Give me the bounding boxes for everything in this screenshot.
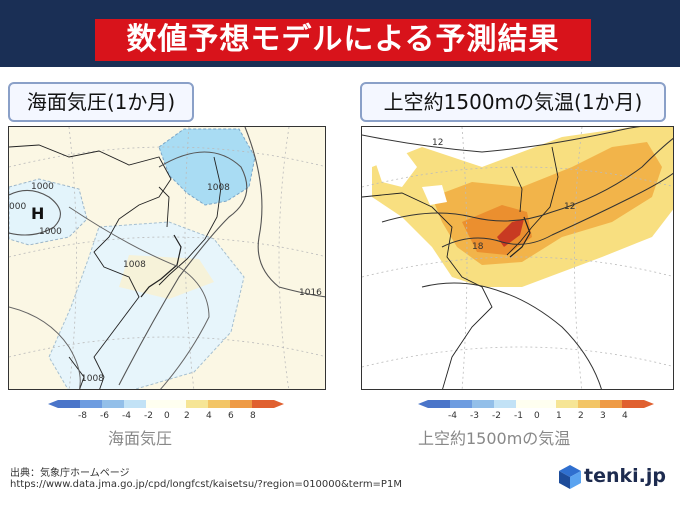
colorbar-tick: 0 <box>164 411 170 420</box>
contour-label: 1000 <box>31 182 54 192</box>
right-panel-label: 上空約1500mの気温(1か月) <box>360 82 666 122</box>
japan-coastline <box>140 234 182 298</box>
very-strong-positive-anomaly-area <box>497 219 524 247</box>
contour-label: 1008 <box>207 183 230 193</box>
colorbar-tick: 3 <box>600 411 606 420</box>
contour-label: 1008 <box>81 374 104 384</box>
colorbar-tick: 8 <box>250 411 256 420</box>
contour-label: 1000 <box>39 227 62 237</box>
contour-label: 12 <box>564 202 575 212</box>
contour-label: 18 <box>472 242 484 252</box>
kamchatka-kuril-coastline <box>158 156 222 286</box>
high-pressure-marker: H <box>31 204 44 223</box>
colorbar-tick: -4 <box>122 411 131 420</box>
weak-negative-anomaly-area <box>9 178 88 246</box>
isotherm <box>421 282 602 389</box>
colorbar-tick: 2 <box>578 411 584 420</box>
isobar-1000 <box>9 189 61 236</box>
temperature-850hpa-map: 12 12 18 <box>361 126 674 390</box>
strong-positive-anomaly-area <box>462 205 532 255</box>
colorbar-tick: -2 <box>144 411 153 420</box>
isobar-1008 <box>118 151 248 386</box>
colorbar-tick: -2 <box>492 411 501 420</box>
colorbar-tick: -6 <box>100 411 109 420</box>
tenki-cube-icon <box>559 465 581 489</box>
colorbar-tick: -1 <box>514 411 523 420</box>
colorbar-tick: 4 <box>622 411 628 420</box>
negative-anomaly-area <box>158 128 256 206</box>
contour-label: 000 <box>9 202 26 212</box>
asia-coastline <box>362 192 493 389</box>
contour-label: 12 <box>432 138 443 148</box>
isobar-1008 <box>9 306 81 389</box>
page-title: 数値予想モデルによる予測結果 <box>95 19 591 61</box>
colorbar-tick: 2 <box>184 411 190 420</box>
temperature-colorbar: -4 -3 -2 -1 0 1 2 3 4 <box>418 400 654 421</box>
contour-label: 1016 <box>299 288 322 298</box>
contour-label: 1008 <box>123 260 146 270</box>
colorbar-title: 上空約1500mの気温 <box>418 429 571 448</box>
colorbar-tick: 4 <box>206 411 212 420</box>
logo-text: tenki.jp <box>584 465 666 487</box>
sakhalin-coastline <box>511 166 523 213</box>
sea-level-pressure-colorbar: -8 -6 -4 -2 0 2 4 6 8 <box>48 400 284 421</box>
sea-level-pressure-map: 1000 000 1000 1008 1008 1016 1008 H <box>8 126 326 390</box>
colorbar-tick: 1 <box>556 411 562 420</box>
colorbar-tick: 6 <box>228 411 234 420</box>
source-url[interactable]: https://www.data.jma.go.jp/cpd/longfcst/… <box>10 479 402 490</box>
colorbar-tick: -8 <box>78 411 87 420</box>
isobar-1008 <box>68 206 210 389</box>
colorbar-tick: -3 <box>470 411 479 420</box>
source-label: 出典：気象庁ホームページ <box>10 468 130 479</box>
colorbar-tick: 0 <box>534 411 540 420</box>
isobar-1016 <box>244 127 325 298</box>
left-panel-label: 海面気圧(1か月) <box>8 82 194 122</box>
isotherm-12 <box>362 127 673 153</box>
sakhalin-coastline <box>158 186 170 228</box>
asia-coastline <box>9 144 172 389</box>
japan-coastline <box>509 216 531 258</box>
isotherm-12 <box>381 137 673 223</box>
header-banner: 数値予想モデルによる予測結果 <box>0 0 680 67</box>
tenki-logo[interactable]: tenki.jp <box>558 462 668 492</box>
isotherm-18 <box>441 172 673 248</box>
colorbar-tick: -4 <box>448 411 457 420</box>
colorbar-title: 海面気圧 <box>108 429 173 448</box>
